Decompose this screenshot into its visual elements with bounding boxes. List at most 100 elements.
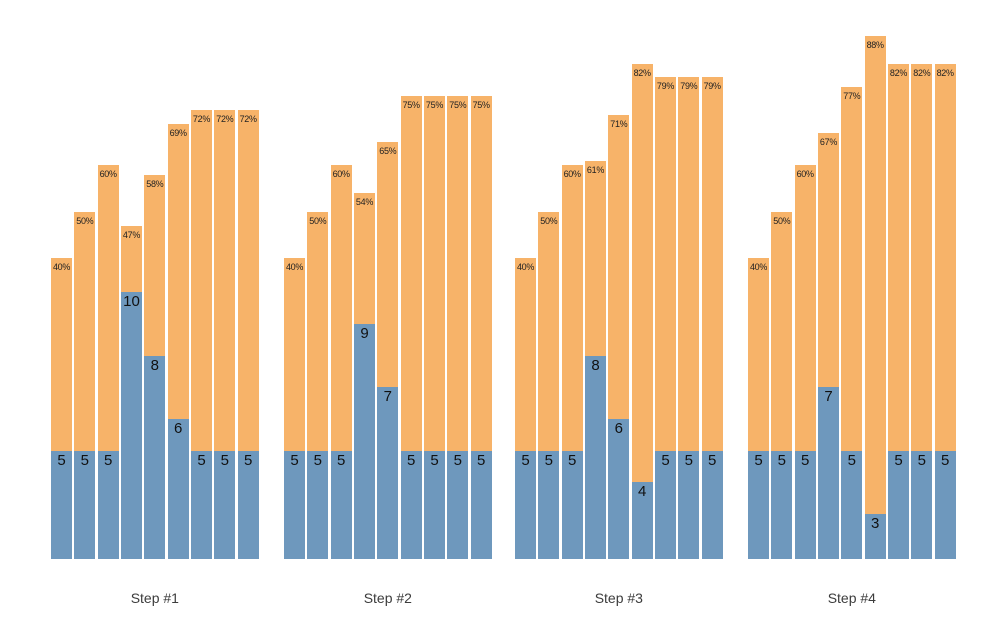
top-segment-bar — [120, 225, 142, 293]
value-label: 8 — [591, 356, 600, 374]
top-segment-bar — [911, 63, 933, 451]
value-label: 5 — [430, 451, 439, 469]
percent-label: 60% — [563, 169, 581, 180]
top-segment-bar — [237, 109, 259, 451]
bottom-segment-bar — [447, 450, 469, 559]
percent-label: 82% — [889, 67, 908, 78]
percent-label: 82% — [913, 67, 931, 78]
value-label: 5 — [800, 451, 810, 469]
top-segment-bar — [864, 35, 886, 514]
value-label: 5 — [777, 451, 786, 469]
percent-label: 72% — [239, 113, 257, 124]
bottom-segment-bar — [470, 450, 492, 559]
value-label: 5 — [567, 451, 577, 469]
percent-label: 40% — [285, 262, 304, 272]
bottom-segment-bar — [841, 450, 863, 559]
top-segment-bar — [400, 96, 422, 451]
percent-label: 79% — [703, 81, 721, 92]
top-segment-bar — [654, 77, 676, 451]
percent-label: 60% — [332, 169, 350, 180]
bottom-segment-bar — [167, 419, 189, 559]
bottom-segment-bar — [561, 450, 583, 559]
percent-label: 82% — [936, 67, 954, 78]
value-label: 5 — [80, 451, 89, 469]
top-segment-bar — [841, 86, 863, 451]
value-label: 5 — [707, 451, 717, 469]
value-label: 5 — [336, 451, 346, 469]
top-segment-bar — [377, 142, 399, 388]
value-label: 5 — [521, 451, 530, 469]
percent-label: 40% — [749, 262, 768, 272]
bottom-segment-bar — [608, 419, 630, 559]
bottom-segment-bar — [74, 450, 96, 559]
bottom-segment-bar — [237, 450, 259, 559]
bottom-segment-bar — [538, 450, 560, 559]
value-label: 3 — [870, 515, 880, 532]
value-label: 8 — [150, 356, 159, 374]
step-group-label: Step #1 — [130, 590, 179, 606]
top-segment-bar — [608, 114, 630, 420]
bottom-segment-bar — [911, 450, 933, 559]
value-label: 5 — [847, 451, 856, 469]
top-segment-bar — [515, 258, 536, 451]
value-label: 5 — [476, 451, 486, 469]
value-label: 6 — [173, 420, 183, 438]
top-segment-bar — [678, 77, 700, 451]
top-segment-bar — [190, 109, 212, 451]
percent-label: 75% — [402, 100, 420, 110]
value-label: 5 — [754, 451, 763, 469]
value-label: 5 — [940, 451, 950, 469]
step-group-label: Step #3 — [594, 590, 643, 606]
bottom-segment-bar — [701, 450, 723, 559]
bottom-segment-bar — [584, 355, 606, 559]
top-segment-bar — [748, 258, 769, 451]
step-group-label: Step #2 — [363, 590, 412, 606]
percent-label: 71% — [610, 118, 628, 129]
top-segment-bar — [934, 63, 956, 451]
bottom-segment-bar — [144, 355, 166, 559]
top-segment-bar — [214, 109, 236, 451]
top-segment-bar — [701, 77, 723, 451]
bottom-segment-bar — [934, 450, 956, 559]
percent-label: 67% — [819, 137, 838, 148]
value-label: 7 — [383, 388, 392, 406]
percent-label: 72% — [192, 113, 211, 124]
top-segment-bar — [97, 165, 119, 451]
percent-label: 40% — [52, 262, 71, 272]
bottom-segment-bar — [190, 450, 212, 559]
percent-label: 69% — [169, 127, 187, 138]
percent-label: 82% — [633, 67, 651, 78]
percent-label: 77% — [843, 90, 861, 101]
value-label: 5 — [894, 451, 903, 469]
top-segment-bar — [144, 174, 166, 356]
value-label: 7 — [824, 388, 833, 406]
value-label: 5 — [103, 451, 113, 469]
value-label: 5 — [406, 451, 416, 469]
top-segment-bar — [284, 258, 305, 451]
percent-label: 65% — [379, 146, 397, 157]
step-group-label: Step #4 — [827, 590, 876, 606]
bottom-segment-bar — [400, 450, 422, 559]
top-segment-bar — [51, 258, 72, 451]
top-segment-bar — [771, 211, 793, 451]
top-segment-bar — [561, 165, 583, 451]
top-segment-bar — [631, 63, 653, 483]
percent-label: 50% — [309, 215, 327, 226]
percent-label: 75% — [425, 100, 444, 110]
percent-label: 50% — [76, 215, 94, 226]
value-label: 5 — [313, 451, 322, 469]
bottom-segment-bar — [120, 292, 142, 559]
percent-label: 79% — [656, 81, 675, 92]
bottom-segment-bar — [631, 482, 653, 559]
top-segment-bar — [74, 211, 96, 451]
value-label: 5 — [917, 451, 926, 469]
value-label: 5 — [661, 451, 670, 469]
value-label: 5 — [684, 451, 693, 469]
bottom-segment-bar — [423, 450, 445, 559]
value-label: 5 — [453, 451, 462, 469]
top-segment-bar — [887, 63, 909, 451]
bottom-segment-bar — [330, 450, 352, 559]
value-label: 5 — [57, 451, 66, 469]
bottom-segment-bar — [284, 450, 305, 559]
bottom-segment-bar — [794, 450, 816, 559]
